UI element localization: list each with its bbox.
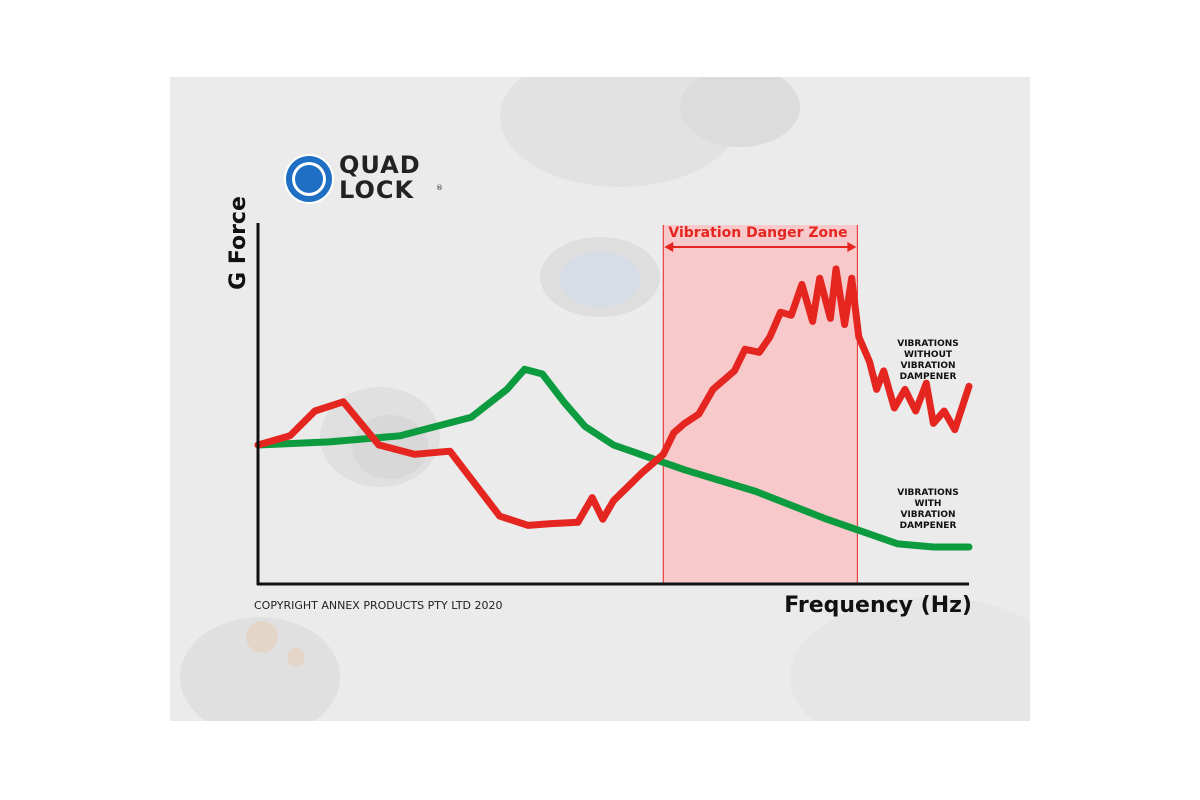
- series-line-with-dampener: [254, 365, 973, 551]
- series-label-with-dampener: VIBRATIONS WITH VIBRATION DAMPENER: [878, 488, 978, 532]
- danger-zone-label: Vibration Danger Zone: [668, 225, 848, 241]
- copyright-text: COPYRIGHT ANNEX PRODUCTS PTY LTD 2020: [254, 599, 503, 612]
- series-label-line: WITHOUT: [903, 350, 953, 360]
- series-label-line: VIBRATION: [900, 361, 956, 371]
- danger-zone-arrowhead-left: [664, 242, 674, 252]
- background-photo: [180, 77, 1030, 721]
- logo-text-quad: QUAD: [339, 151, 421, 179]
- quad-lock-logo: QUAD LOCK ®: [283, 153, 443, 205]
- series-label-without-dampener: VIBRATIONS WITHOUT VIBRATION DAMPENER: [878, 339, 978, 383]
- quad-lock-logo-icon: [284, 154, 334, 204]
- series-line-without-dampener: [254, 265, 973, 529]
- x-axis-label: Frequency (Hz): [784, 593, 972, 618]
- series-label-line: VIBRATIONS: [897, 339, 959, 349]
- danger-zone-arrowhead-right: [847, 242, 857, 252]
- logo-registered-mark: ®: [436, 184, 443, 192]
- logo-text-lock: LOCK: [339, 176, 415, 204]
- y-axis-label: G Force: [226, 196, 251, 290]
- series-layer: [254, 265, 973, 551]
- danger-zone-band: [663, 225, 858, 584]
- series-label-line: WITH: [914, 499, 942, 509]
- series-label-line: VIBRATION: [900, 510, 956, 520]
- series-label-line: DAMPENER: [899, 372, 957, 382]
- series-label-line: DAMPENER: [899, 521, 957, 531]
- chart-plot: [254, 223, 973, 586]
- series-label-line: VIBRATIONS: [897, 488, 959, 498]
- chart-panel: QUAD LOCK ® G Force Frequency (Hz) COPYR…: [170, 77, 1030, 721]
